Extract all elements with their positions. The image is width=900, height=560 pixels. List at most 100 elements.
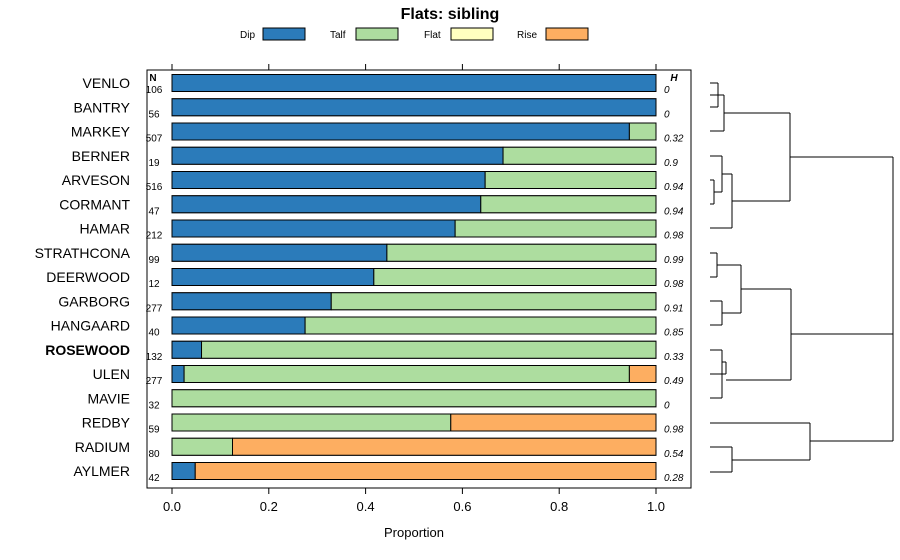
x-axis-label: Proportion	[384, 525, 444, 540]
dendrogram-branch	[710, 173, 733, 229]
legend-swatch	[450, 27, 494, 41]
bar-segment	[171, 219, 456, 238]
bar-segment	[171, 413, 452, 432]
plot-frame	[146, 69, 692, 489]
h-label: 0.91	[664, 303, 683, 314]
legend-label: Dip	[240, 30, 255, 41]
h-label: 0.54	[664, 449, 684, 460]
legend-swatch	[262, 27, 306, 41]
legend-label: Rise	[517, 30, 537, 41]
bar-segment	[194, 462, 657, 480]
category-label: DEERWOOD	[46, 269, 130, 285]
category-label: ULEN	[93, 366, 130, 382]
bar-segment	[386, 243, 657, 262]
x-axis: 0.0 0.2 0.4 0.6 0.8 1.0	[163, 64, 665, 514]
dendrogram-branch	[710, 155, 723, 193]
bar-segment	[171, 146, 504, 165]
legend-swatch	[355, 27, 399, 41]
bar-segment	[171, 98, 657, 117]
bar-segment	[171, 243, 388, 262]
category-label: ARVESON	[62, 172, 130, 188]
bar-segment	[454, 219, 657, 238]
dendrogram-branch	[810, 245, 894, 442]
bars	[171, 74, 657, 480]
h-label: 0.98	[664, 425, 684, 436]
bar-segment	[171, 122, 630, 141]
dendrogram-branch	[790, 156, 894, 335]
h-label: 0.9	[664, 158, 678, 169]
n-label: 19	[148, 158, 160, 169]
bar-segment	[480, 195, 657, 214]
dendrogram-branch	[710, 361, 727, 375]
h-label: 0	[664, 400, 670, 411]
h-label: 0.98	[664, 279, 684, 290]
dendrogram-branch	[724, 112, 791, 202]
n-label: 106	[146, 85, 163, 96]
n-column-header: N	[149, 73, 156, 84]
n-label: 42	[148, 473, 160, 484]
bar-segment	[171, 316, 306, 335]
category-label: ROSEWOOD	[45, 342, 130, 358]
n-label: 277	[146, 303, 163, 314]
bar-segment	[183, 365, 630, 383]
dendrogram-branch	[710, 179, 715, 205]
n-label: 59	[148, 425, 160, 436]
bar-segment	[171, 389, 657, 408]
category-label: MARKEY	[71, 124, 131, 140]
dendrogram-branch	[726, 288, 792, 381]
bar-segment	[450, 413, 657, 432]
bar-segment	[373, 268, 657, 286]
n-label: 47	[148, 206, 160, 217]
bar-segment	[171, 195, 482, 214]
bar-segment	[171, 462, 196, 480]
bar-segment	[330, 292, 657, 311]
bar-segment	[484, 171, 657, 189]
x-tick-label: 0.2	[260, 499, 278, 514]
n-label: 12	[148, 279, 160, 290]
bar-segment	[628, 122, 657, 141]
n-label: 132	[146, 352, 163, 363]
n-label: 507	[146, 134, 163, 145]
legend-swatch	[545, 27, 589, 41]
category-label: BERNER	[72, 148, 130, 164]
bar-segment	[304, 316, 657, 335]
x-tick-label: 0.4	[357, 499, 375, 514]
category-label: AYLMER	[73, 463, 130, 479]
legend-label: Talf	[330, 30, 346, 41]
bar-segment	[171, 292, 332, 311]
h-label: 0	[664, 109, 670, 120]
n-label: 80	[148, 449, 160, 460]
dendrogram-branch	[710, 446, 733, 473]
bar-segment	[232, 437, 657, 456]
n-label: 40	[148, 328, 160, 339]
h-label: 0.85	[664, 328, 684, 339]
category-label: REDBY	[82, 415, 131, 431]
h-label: 0.33	[664, 352, 684, 363]
n-label: 212	[146, 231, 163, 242]
bar-segment	[201, 340, 657, 359]
category-label: GARBORG	[58, 293, 130, 309]
dendrogram-branch	[710, 422, 811, 461]
h-label: 0.94	[664, 206, 684, 217]
bar-segment	[628, 365, 657, 383]
h-column-header: H	[670, 73, 678, 84]
category-label: MAVIE	[87, 390, 130, 406]
bar-segment	[171, 365, 185, 383]
n-label: 56	[148, 109, 160, 120]
x-tick-label: 1.0	[647, 499, 665, 514]
h-label: 0.99	[664, 255, 684, 266]
x-tick-label: 0.6	[453, 499, 471, 514]
h-label: 0.49	[664, 376, 684, 387]
legend-label: Flat	[424, 30, 441, 41]
dendrogram-branch	[710, 94, 725, 132]
n-label: 32	[148, 400, 160, 411]
category-label: BANTRY	[73, 99, 130, 115]
n-label: 277	[146, 376, 163, 387]
bar-segment	[171, 268, 375, 286]
h-label: 0	[664, 85, 670, 96]
category-label: HANGAARD	[51, 318, 130, 334]
dendrogram-branch	[717, 264, 742, 314]
h-label: 0.32	[664, 134, 684, 145]
category-labels: VENLO 106 0 BANTRY 56 0 MARKEY 507 0.32 BERNER 19 0…	[35, 75, 684, 484]
category-label: CORMANT	[59, 196, 130, 212]
